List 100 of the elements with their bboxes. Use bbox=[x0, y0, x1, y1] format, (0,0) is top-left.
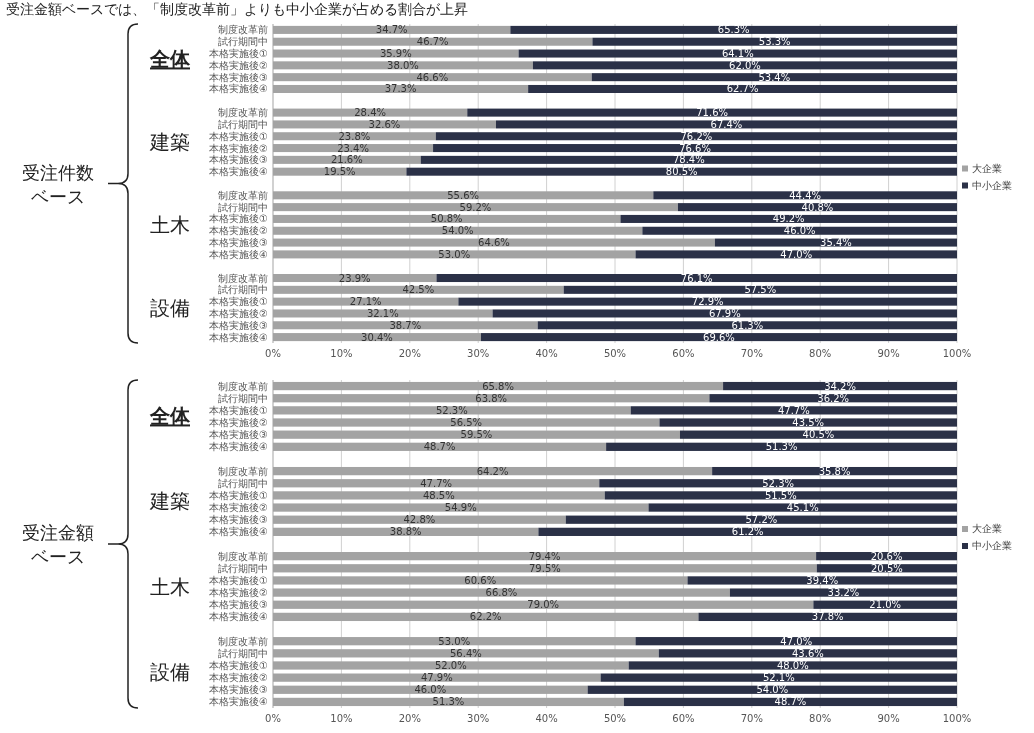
y-axis-title: 受注金額ベース bbox=[22, 522, 94, 567]
data-label: 27.1% bbox=[349, 296, 382, 308]
data-label: 48.5% bbox=[422, 489, 455, 501]
data-label: 23.4% bbox=[337, 142, 369, 154]
y-tick-label: 本格実施後④ bbox=[209, 611, 268, 623]
x-tick-label: 90% bbox=[877, 713, 900, 724]
data-label: 42.5% bbox=[402, 284, 435, 296]
text: 土木 bbox=[150, 574, 190, 599]
x-tick-label: 30% bbox=[467, 713, 490, 724]
x-tick-label: 50% bbox=[603, 348, 627, 359]
data-label: 57.2% bbox=[745, 514, 778, 526]
x-tick-label: 0% bbox=[265, 348, 281, 359]
legend-label: 大企業 bbox=[972, 162, 1002, 174]
data-label: 54.0% bbox=[441, 225, 474, 237]
data-label: 38.8% bbox=[389, 526, 422, 538]
y-tick-label: 試行期間中 bbox=[218, 118, 268, 130]
data-label: 76.2% bbox=[680, 130, 713, 142]
data-label: 49.2% bbox=[772, 213, 805, 225]
y-tick-label: 本格実施後④ bbox=[209, 83, 268, 95]
data-label: 20.6% bbox=[870, 550, 903, 562]
data-label: 53.0% bbox=[438, 635, 471, 647]
data-label: 37.8% bbox=[811, 611, 844, 623]
data-label: 32.1% bbox=[366, 307, 399, 319]
y-tick-label: 制度改革前 bbox=[218, 550, 268, 562]
x-tick-label: 80% bbox=[809, 713, 832, 724]
y-tick-label: 本格実施後④ bbox=[209, 696, 268, 708]
y-tick-label: 本格実施後① bbox=[209, 130, 268, 142]
data-label: 48.7% bbox=[423, 441, 456, 453]
y-tick-label: 本格実施後④ bbox=[209, 526, 268, 538]
data-label: 46.0% bbox=[783, 225, 816, 237]
y-tick-label: 試行期間中 bbox=[218, 201, 268, 213]
legend-label: 中小企業 bbox=[972, 540, 1012, 551]
x-tick-label: 60% bbox=[672, 713, 695, 724]
data-label: 65.8% bbox=[482, 380, 514, 392]
data-label: 30.4% bbox=[361, 331, 393, 343]
x-tick-label: 70% bbox=[740, 713, 763, 724]
y-tick-label: 本格実施後② bbox=[209, 672, 268, 684]
data-label: 19.5% bbox=[323, 166, 356, 178]
data-label: 67.4% bbox=[710, 118, 743, 130]
data-label: 64.2% bbox=[476, 465, 509, 477]
data-label: 23.9% bbox=[338, 272, 371, 284]
data-label: 47.9% bbox=[420, 672, 453, 684]
x-tick-label: 60% bbox=[672, 348, 695, 359]
y-tick-label: 本格実施後④ bbox=[209, 166, 268, 178]
data-label: 78.4% bbox=[672, 154, 705, 166]
y-tick-label: 本格実施後④ bbox=[209, 248, 268, 260]
data-label: 55.6% bbox=[447, 189, 480, 201]
y-tick-label: 本格実施後① bbox=[209, 659, 268, 671]
text: 土木 bbox=[150, 212, 190, 237]
y-tick-label: 制度改革前 bbox=[218, 107, 268, 119]
data-label: 40.5% bbox=[802, 429, 835, 441]
y-tick-label: 本格実施後② bbox=[209, 587, 268, 599]
data-label: 35.4% bbox=[820, 237, 852, 249]
data-label: 34.7% bbox=[375, 24, 408, 36]
y-tick-label: 本格実施後② bbox=[209, 307, 268, 319]
data-label: 69.6% bbox=[703, 331, 735, 343]
x-tick-label: 10% bbox=[330, 348, 353, 359]
y-tick-label: 試行期間中 bbox=[218, 477, 268, 489]
x-tick-label: 90% bbox=[877, 348, 900, 359]
data-label: 59.5% bbox=[460, 429, 493, 441]
data-label: 46.7% bbox=[416, 36, 449, 48]
legend-label: 大企業 bbox=[972, 523, 1002, 534]
data-label: 37.3% bbox=[384, 83, 417, 95]
data-label: 23.8% bbox=[338, 130, 371, 142]
y-tick-label: 本格実施後③ bbox=[209, 514, 268, 526]
data-label: 53.3% bbox=[758, 36, 791, 48]
data-label: 47.0% bbox=[780, 635, 813, 647]
y-tick-label: 本格実施後① bbox=[209, 574, 268, 586]
data-label: 21.0% bbox=[869, 599, 902, 611]
data-label: 38.7% bbox=[389, 319, 422, 331]
y-tick-label: 制度改革前 bbox=[218, 465, 268, 477]
data-label: 61.3% bbox=[731, 319, 764, 331]
data-label: 52.1% bbox=[762, 672, 795, 684]
y-tick-label: 本格実施後④ bbox=[209, 331, 268, 343]
y-tick-label: 試行期間中 bbox=[218, 284, 268, 296]
y-tick-label: 制度改革前 bbox=[218, 189, 268, 201]
x-tick-label: 100% bbox=[942, 713, 972, 724]
data-label: 47.7% bbox=[420, 477, 453, 489]
y-tick-label: 試行期間中 bbox=[218, 392, 268, 404]
text: 建築 bbox=[149, 489, 190, 514]
data-label: 42.8% bbox=[403, 514, 436, 526]
data-label: 52.3% bbox=[762, 477, 795, 489]
data-label: 20.5% bbox=[871, 562, 903, 574]
data-label: 52.3% bbox=[435, 404, 468, 416]
y-tick-label: 本格実施後③ bbox=[209, 599, 268, 611]
data-label: 51.3% bbox=[765, 441, 798, 453]
chart-title: 受注金額ベースでは、「制度改革前」よりも中小企業が占める割合が上昇 bbox=[6, 1, 468, 17]
y-tick-label: 本格実施後③ bbox=[209, 429, 268, 441]
y-axis-title: 受注件数ベース bbox=[22, 161, 94, 207]
y-tick-label: 本格実施後③ bbox=[209, 154, 268, 166]
data-label: 56.5% bbox=[450, 417, 483, 429]
data-label: 48.0% bbox=[776, 659, 809, 671]
y-tick-label: 本格実施後③ bbox=[209, 237, 268, 249]
data-label: 53.0% bbox=[438, 248, 471, 260]
data-label: 79.4% bbox=[528, 550, 561, 562]
data-label: 35.8% bbox=[818, 465, 851, 477]
data-label: 62.2% bbox=[469, 611, 502, 623]
data-label: 76.6% bbox=[679, 142, 711, 154]
data-label: 80.5% bbox=[665, 166, 698, 178]
x-tick-label: 30% bbox=[467, 348, 490, 359]
